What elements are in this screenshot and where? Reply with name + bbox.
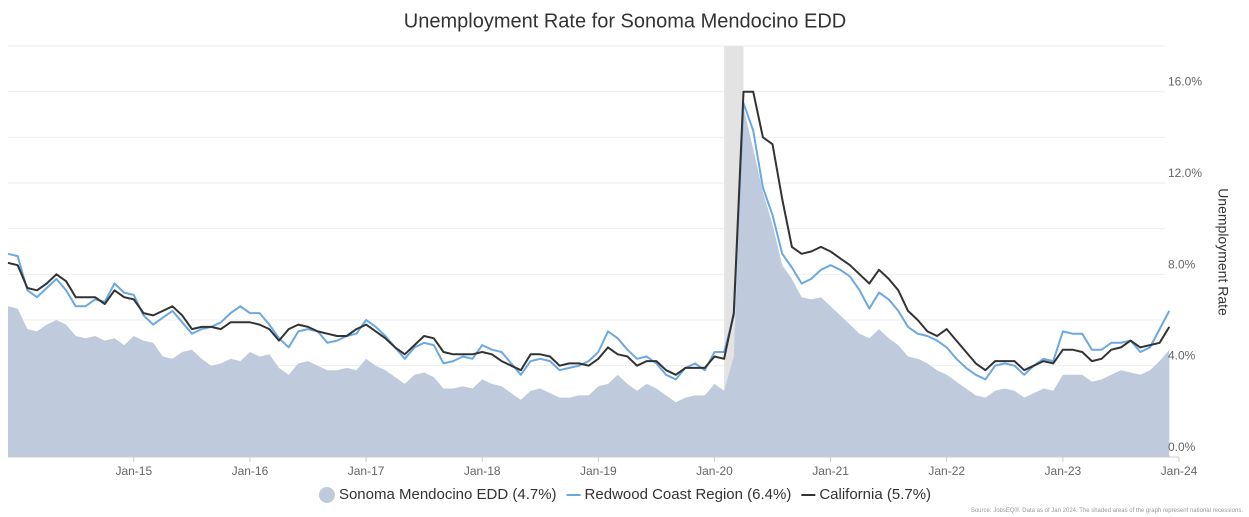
y-tick-label: 8.0% (1168, 257, 1196, 271)
y-tick-label: 12.0% (1168, 166, 1202, 180)
y-tick-label: 0.0% (1168, 440, 1196, 454)
area (8, 107, 1170, 457)
legend-label: California (5.7%) (819, 486, 931, 503)
x-tick-label: Jan-23 (1045, 464, 1082, 478)
line (7, 102, 1171, 381)
legend-label: Sonoma Mendocino EDD (4.7%) (339, 486, 557, 503)
x-tick-label: Jan-19 (580, 464, 617, 478)
x-tick-label: Jan-20 (696, 464, 733, 478)
x-tick-label: Jan-15 (115, 464, 152, 478)
y-axis-label: Unemployment Rate (1215, 188, 1231, 316)
line (7, 90, 1171, 376)
x-tick-label: Jan-17 (348, 464, 385, 478)
x-tick-label: Jan-16 (232, 464, 269, 478)
legend: Sonoma Mendocino EDD (4.7%) Redwood Coast… (318, 486, 931, 503)
y-tick-label: 16.0% (1168, 75, 1202, 89)
x-tick-label: Jan-24 (1161, 464, 1198, 478)
source-note: Source: JobsEQ®. Data as of Jan 2024. Th… (971, 507, 1243, 514)
legend-swatch (318, 487, 335, 503)
x-tick-label: Jan-18 (464, 464, 501, 478)
x-tick-label: Jan-21 (812, 464, 849, 478)
legend-label: Redwood Coast Region (6.4%) (585, 486, 792, 503)
x-tick-label: Jan-22 (928, 464, 965, 478)
y-tick-label: 4.0% (1168, 349, 1196, 363)
chart-title: Unemployment Rate for Sonoma Mendocino E… (404, 10, 846, 32)
